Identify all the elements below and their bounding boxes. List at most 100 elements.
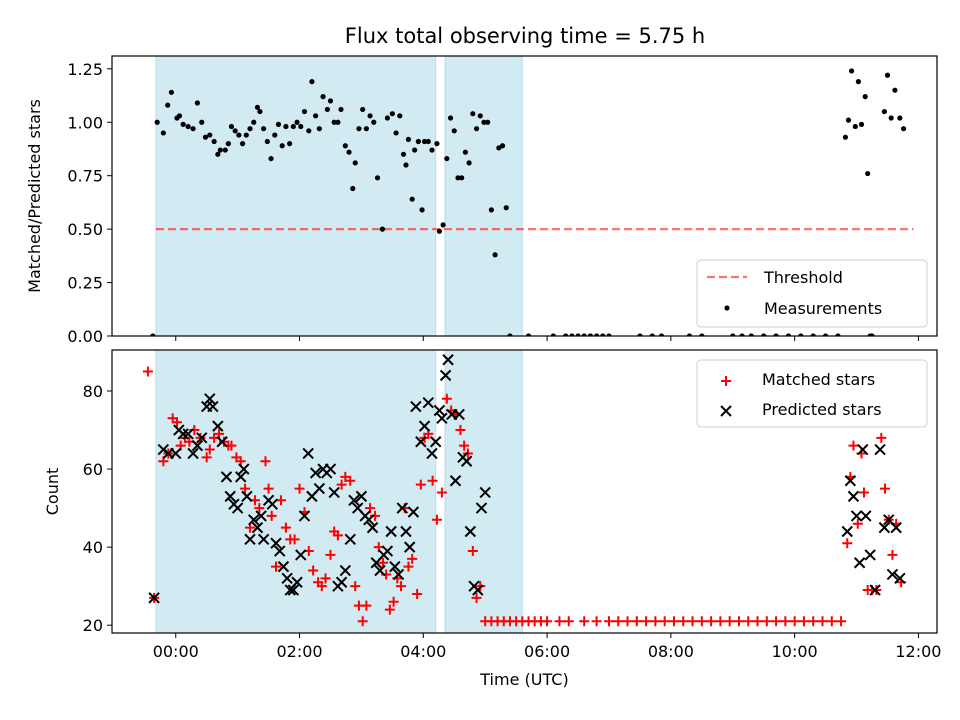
measurement-point	[199, 119, 205, 125]
measurement-point	[897, 115, 903, 121]
y-tick-label: 1.00	[67, 113, 103, 132]
measurement-point	[658, 333, 665, 336]
matched-star-point	[471, 592, 482, 603]
series-predicted-stars	[148, 354, 906, 604]
measurement-point	[900, 126, 907, 132]
predicted-star-point	[255, 510, 267, 522]
predicted-star-point	[894, 572, 906, 585]
matched-star-point	[554, 616, 565, 627]
predicted-star-point	[410, 400, 422, 413]
measurement-point	[342, 143, 348, 149]
measurement-point	[600, 333, 606, 336]
measurement-point	[499, 143, 506, 149]
matched-star-point	[733, 616, 744, 627]
chart-title: Flux total observing time = 5.75 h	[345, 24, 705, 48]
predicted-star-point	[869, 584, 881, 596]
measurement-point	[419, 207, 425, 213]
measurement-point	[748, 333, 754, 336]
legend-matched-swatch	[721, 376, 731, 386]
predicted-star-point	[381, 545, 394, 557]
predicted-star-point	[400, 525, 412, 538]
predicted-star-point	[426, 447, 438, 460]
measurement-point	[606, 333, 612, 336]
predicted-star-point	[348, 494, 360, 506]
matched-star-point	[388, 596, 399, 607]
observing-span-1	[155, 350, 437, 633]
matched-star-point	[650, 616, 661, 627]
matched-star-point	[431, 514, 442, 525]
matched-star-point	[668, 616, 679, 627]
measurement-point	[459, 175, 465, 181]
matched-star-point	[345, 475, 356, 486]
matched-star-point	[204, 444, 215, 455]
measurement-point	[425, 138, 431, 145]
matched-star-point	[780, 616, 791, 627]
predicted-star-point	[844, 475, 857, 487]
predicted-star-point	[224, 490, 236, 503]
predicted-star-point	[295, 549, 307, 561]
measurement-point	[283, 123, 289, 130]
measurement-point	[389, 111, 395, 117]
measurement-point	[869, 333, 875, 336]
matched-star-point	[687, 616, 698, 627]
measurement-point	[217, 147, 223, 153]
predicted-star-point	[415, 436, 427, 448]
matched-star-point	[384, 604, 395, 615]
legend-predicted-swatch	[720, 405, 732, 417]
measurement-point	[405, 136, 412, 142]
measurement-point	[835, 333, 841, 336]
predicted-star-point	[847, 490, 860, 503]
measurement-point	[852, 123, 858, 130]
matched-star-point	[254, 503, 265, 514]
measurement-point	[492, 252, 498, 258]
matched-star-point	[459, 440, 470, 451]
measurement-point	[335, 119, 341, 125]
x-tick-label: 06:00	[524, 642, 570, 661]
measurement-point	[403, 162, 409, 168]
measurement-point	[466, 160, 472, 166]
measurement-point	[290, 123, 296, 130]
measurement-point	[888, 115, 894, 121]
matched-star-point	[678, 616, 689, 627]
predicted-star-point	[235, 471, 247, 483]
matched-star-point	[798, 616, 809, 627]
measurement-point	[279, 143, 285, 149]
measurement-point	[316, 126, 322, 132]
matched-star-point	[320, 573, 331, 584]
y-tick-label: 0.50	[67, 220, 103, 239]
measurement-point	[264, 138, 270, 145]
predicted-star-point	[248, 514, 260, 526]
measurement-point	[363, 126, 369, 132]
measurement-point	[236, 132, 242, 138]
matched-star-point	[403, 561, 414, 572]
x-tick-label: 08:00	[648, 642, 694, 661]
matched-star-point	[880, 483, 891, 494]
predicted-star-point	[850, 510, 863, 522]
matched-star-point	[603, 616, 614, 627]
measurement-point	[822, 333, 829, 336]
measurement-point	[409, 196, 415, 202]
predicted-star-point	[274, 545, 286, 557]
matched-star-point	[336, 479, 347, 490]
predicted-star-point	[878, 521, 891, 534]
matched-star-point	[275, 495, 286, 506]
measurement-point	[150, 333, 156, 336]
measurement-point	[327, 98, 334, 104]
predicted-star-point	[433, 404, 446, 417]
measurement-point	[400, 151, 407, 157]
measurement-point	[379, 226, 386, 232]
predicted-star-point	[418, 420, 431, 432]
measurement-point	[855, 79, 861, 85]
measurement-point	[563, 333, 569, 336]
measurement-point	[798, 333, 804, 336]
legend-top: Threshold Measurements	[696, 259, 928, 328]
measurement-point	[686, 333, 693, 336]
measurement-point	[587, 333, 594, 336]
predicted-star-point	[191, 439, 204, 452]
measurement-point	[350, 185, 356, 192]
series-measurements	[150, 68, 907, 336]
matched-star-point	[475, 581, 486, 592]
predicted-star-point	[313, 482, 326, 495]
measurement-point	[331, 119, 337, 125]
matched-star-point	[271, 561, 282, 572]
